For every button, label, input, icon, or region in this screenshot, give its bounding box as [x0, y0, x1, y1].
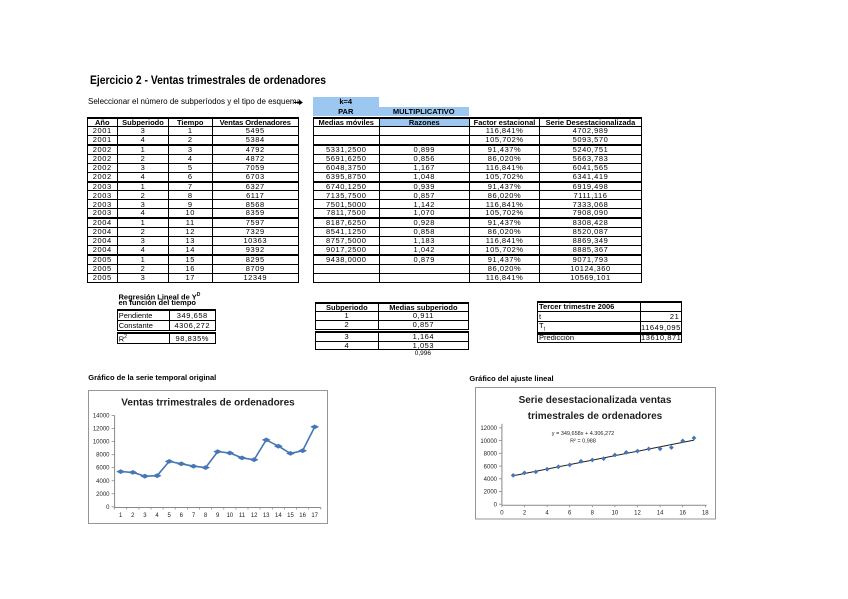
svg-text:6000: 6000: [96, 465, 110, 471]
svg-text:12000: 12000: [481, 426, 498, 432]
svg-text:6000: 6000: [484, 464, 498, 470]
svg-text:11: 11: [239, 513, 246, 519]
svg-text:6: 6: [180, 513, 184, 519]
svg-text:1: 1: [119, 513, 123, 519]
svg-text:16: 16: [680, 511, 687, 517]
svg-text:12: 12: [635, 511, 642, 517]
svg-text:6: 6: [568, 511, 572, 517]
svg-text:4: 4: [155, 513, 159, 519]
svg-text:14: 14: [275, 513, 282, 519]
svg-text:8000: 8000: [484, 452, 498, 458]
svg-text:R² = 0,988: R² = 0,988: [570, 438, 596, 444]
svg-text:trimestrales de ordenadores: trimestrales de ordenadores: [528, 411, 663, 422]
svg-text:13: 13: [263, 513, 270, 519]
svg-text:3: 3: [143, 513, 147, 519]
svg-text:9: 9: [216, 513, 220, 519]
svg-text:8: 8: [591, 511, 595, 517]
svg-text:4: 4: [546, 511, 550, 517]
svg-text:12: 12: [251, 513, 258, 519]
svg-text:12000: 12000: [93, 426, 110, 432]
svg-text:14000: 14000: [93, 413, 110, 419]
svg-text:0: 0: [501, 511, 505, 517]
svg-text:Serie desestacionalizada venta: Serie desestacionalizada ventas: [519, 395, 672, 406]
svg-text:5: 5: [168, 513, 172, 519]
svg-text:y = 349,658x + 4.306,272: y = 349,658x + 4.306,272: [552, 431, 614, 437]
svg-text:2000: 2000: [484, 490, 498, 496]
svg-text:0: 0: [494, 503, 498, 509]
svg-text:17: 17: [311, 513, 318, 519]
svg-text:7: 7: [192, 513, 196, 519]
svg-text:18: 18: [702, 511, 709, 517]
svg-text:10000: 10000: [481, 439, 498, 445]
svg-text:16: 16: [299, 513, 306, 519]
svg-text:2000: 2000: [96, 491, 110, 497]
svg-text:0: 0: [106, 504, 110, 510]
svg-text:2: 2: [523, 511, 527, 517]
svg-text:8000: 8000: [96, 452, 110, 458]
svg-text:10: 10: [612, 511, 619, 517]
svg-text:10: 10: [226, 513, 233, 519]
svg-text:15: 15: [287, 513, 294, 519]
svg-text:4000: 4000: [484, 477, 498, 483]
svg-text:8: 8: [204, 513, 208, 519]
svg-text:4000: 4000: [96, 478, 110, 484]
svg-text:14: 14: [657, 511, 664, 517]
svg-text:2: 2: [131, 513, 135, 519]
svg-text:10000: 10000: [93, 439, 110, 445]
svg-text:Ventas trrimestrales de ordena: Ventas trrimestrales de ordenadores: [121, 397, 295, 408]
